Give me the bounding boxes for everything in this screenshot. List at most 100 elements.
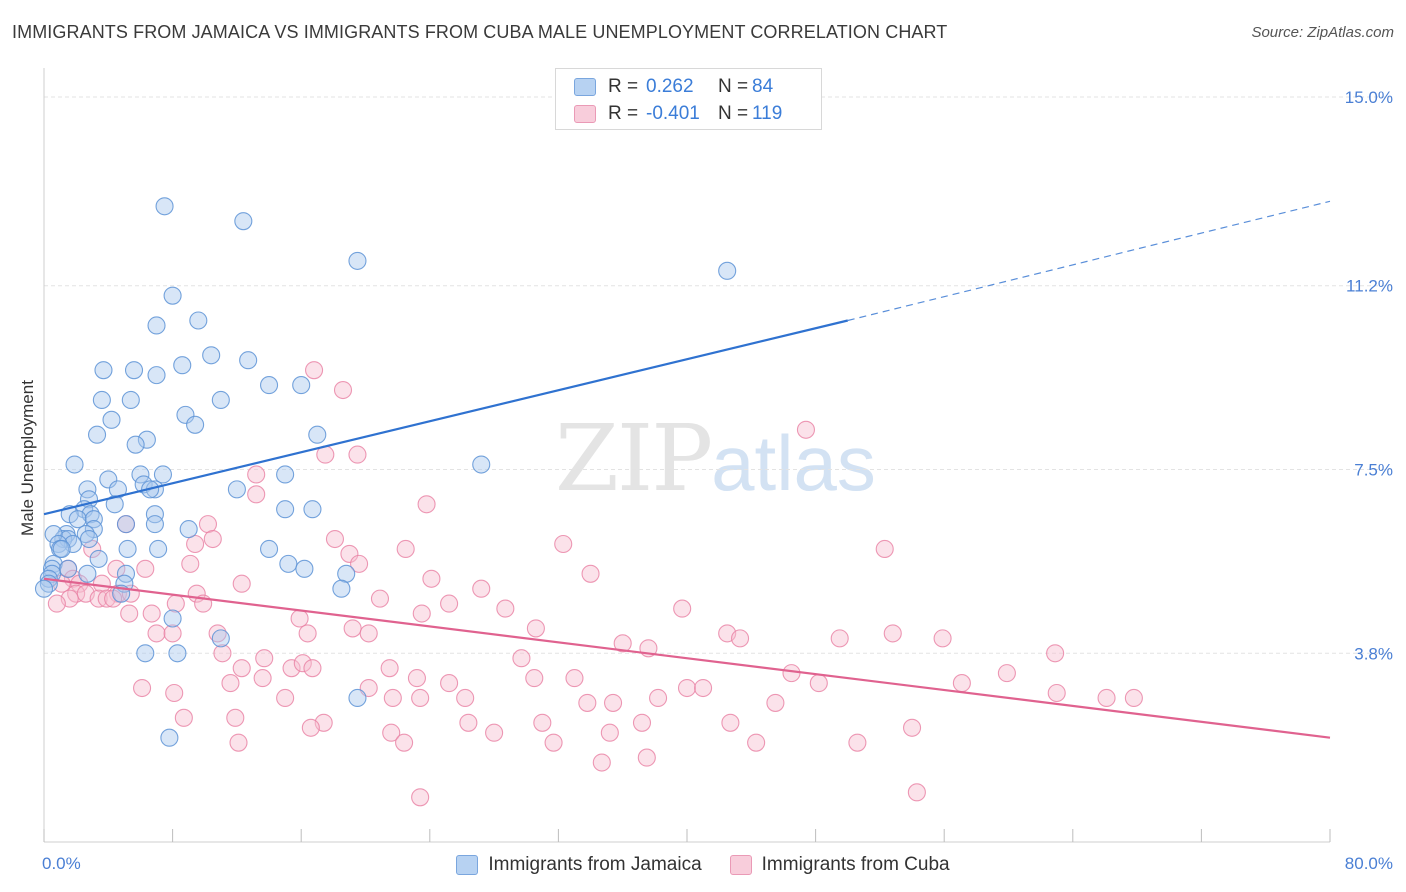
cuba-point — [544, 733, 563, 752]
r-value: -0.401 — [646, 103, 700, 124]
series-jamaica — [34, 197, 737, 747]
jamaica-point — [279, 554, 298, 573]
cuba-point — [496, 599, 515, 618]
jamaica-point — [227, 480, 246, 499]
tick-labels: 3.8% 7.5% 11.2% 15.0% 0.0% 80.0% — [42, 88, 1393, 873]
cuba-point — [875, 539, 894, 559]
jamaica-point — [65, 455, 84, 474]
cuba-point — [796, 420, 816, 439]
cuba-point — [147, 624, 166, 643]
jamaica-point — [92, 390, 111, 410]
y-tick-label: 15.0% — [1345, 88, 1393, 107]
y-tick-label: 3.8% — [1354, 644, 1393, 663]
jamaica-point — [126, 435, 145, 454]
cuba-point — [382, 723, 401, 742]
cuba-point — [136, 559, 155, 578]
jamaica-point — [153, 465, 173, 484]
cuba-point — [721, 713, 740, 732]
cuba-point — [613, 634, 632, 653]
jamaica-point — [131, 465, 150, 484]
jamaica-point — [121, 390, 140, 410]
cuba-point — [343, 619, 362, 638]
cuba-point — [133, 678, 152, 698]
jamaica-point — [42, 559, 62, 578]
cuba-point — [417, 495, 436, 514]
jamaica-point — [160, 728, 179, 747]
cuba-point — [229, 733, 248, 752]
cuba-point — [533, 713, 552, 732]
jamaica-point — [259, 539, 279, 559]
cuba-point — [298, 624, 317, 643]
cuba-point — [359, 624, 378, 643]
jamaica-point — [186, 415, 205, 434]
jamaica-point — [59, 559, 78, 578]
cuba-point — [649, 688, 668, 708]
cuba-point — [592, 753, 611, 772]
cuba-point — [422, 569, 441, 588]
cuba-point — [83, 539, 102, 559]
cuba-point — [120, 604, 139, 623]
cuba-point — [766, 693, 785, 712]
cuba-point — [1097, 688, 1116, 708]
cuba-point — [1047, 683, 1066, 703]
jamaica-point — [173, 356, 192, 375]
cuba-point — [325, 529, 345, 549]
cuba-point — [554, 534, 573, 554]
cuba-trend-line — [43, 577, 1331, 739]
jamaica-point — [34, 579, 54, 598]
cuba-point — [747, 733, 766, 752]
cuba-point — [581, 564, 600, 583]
cuba-point — [107, 559, 126, 578]
r-value: 0.262 — [646, 76, 694, 97]
cuba-point — [782, 664, 801, 683]
gridlines — [44, 96, 1392, 654]
cuba-point — [396, 539, 415, 559]
cuba-point — [440, 674, 459, 693]
cuba-point — [809, 674, 828, 693]
jamaica-point — [234, 212, 253, 231]
cuba-swatch — [574, 105, 596, 123]
jamaica-point — [276, 500, 295, 519]
jamaica-point — [259, 376, 279, 395]
jamaica-point — [202, 346, 221, 365]
jamaica-point — [108, 480, 127, 499]
jamaica-point — [295, 559, 314, 578]
r-label: R = — [608, 76, 639, 97]
cuba-point — [526, 619, 545, 638]
cuba-point — [301, 718, 320, 737]
cuba-point — [276, 688, 295, 708]
x-tick-label: 0.0% — [42, 854, 81, 873]
jamaica-point — [332, 579, 351, 598]
cuba-point — [232, 574, 251, 593]
cuba-swatch — [729, 855, 752, 875]
jamaica-point — [136, 644, 155, 663]
cuba-point — [395, 733, 414, 752]
cuba-point — [407, 669, 426, 688]
cuba-point — [232, 659, 251, 678]
jamaica-point — [94, 361, 113, 380]
jamaica-point — [105, 495, 124, 514]
jamaica-point — [292, 376, 311, 395]
r-label: R = — [608, 103, 639, 124]
cuba-point — [282, 659, 301, 678]
jamaica-point — [239, 351, 258, 370]
cuba-point — [694, 678, 713, 698]
cuba-point — [333, 380, 353, 400]
trend-lines — [43, 200, 1331, 739]
jamaica-point — [87, 425, 107, 444]
cuba-point — [933, 629, 952, 648]
cuba-point — [166, 594, 185, 613]
watermark-zip: ZIP — [555, 405, 713, 512]
cuba-point — [411, 688, 430, 708]
source-note: Source: ZipAtlas.com — [1251, 24, 1394, 41]
jamaica-point — [163, 609, 182, 628]
legend-label-jamaica: Immigrants from Jamaica — [488, 854, 702, 875]
cuba-point — [213, 644, 232, 663]
jamaica-point — [472, 455, 491, 474]
cuba-point — [600, 723, 619, 742]
cuba-point — [673, 599, 692, 618]
cuba-point — [637, 748, 656, 767]
y-tick-label: 7.5% — [1354, 461, 1393, 480]
jamaica-point — [42, 564, 62, 583]
cuba-point — [952, 674, 971, 693]
